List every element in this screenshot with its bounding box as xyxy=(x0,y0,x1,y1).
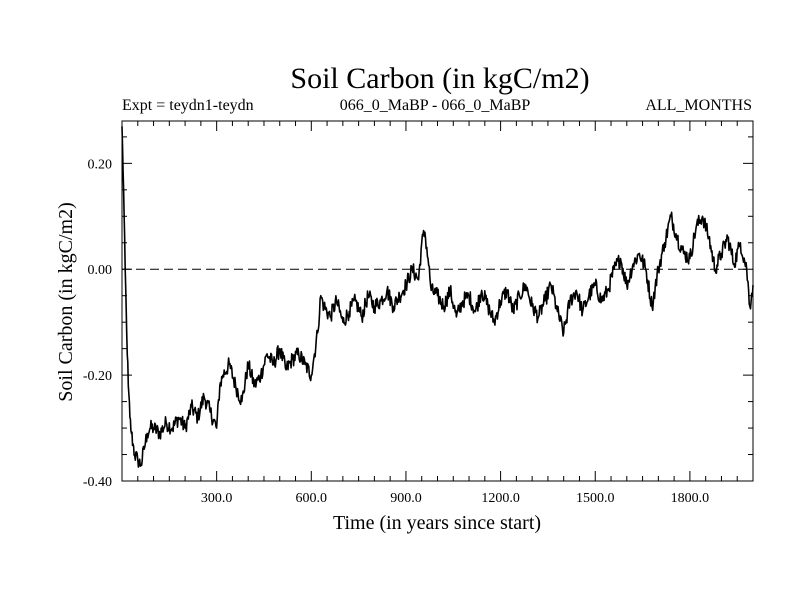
x-axis-label: Time (in years since start) xyxy=(333,512,541,534)
y-tick-label: 0.00 xyxy=(88,263,113,278)
y-tick-label: -0.40 xyxy=(83,475,112,490)
x-tick-label: 300.0 xyxy=(201,491,233,506)
x-tick-label: 1500.0 xyxy=(576,491,615,506)
plot-area: 300.0 600.0 900.0 1200.0 1500.0 1800.0 -0.40 -0… xyxy=(83,120,754,506)
x-tick-label: 900.0 xyxy=(390,491,422,506)
subtitle-experiment: Expt = teydn1-teydn xyxy=(122,97,254,114)
series-line-0 xyxy=(121,126,754,468)
subtitle-period: 066_0_MaBP - 066_0_MaBP xyxy=(340,97,531,114)
x-tick-label: 1800.0 xyxy=(671,491,710,506)
y-axis-label: Soil Carbon (in kgC/m2) xyxy=(55,202,77,401)
x-tick-label: 600.0 xyxy=(296,491,328,506)
chart-title: Soil Carbon (in kgC/m2) xyxy=(290,62,589,95)
y-tick-label: 0.20 xyxy=(88,157,113,172)
x-tick-label: 1200.0 xyxy=(481,491,520,506)
subtitle-months: ALL_MONTHS xyxy=(645,97,752,114)
y-tick-label: -0.20 xyxy=(83,369,112,384)
